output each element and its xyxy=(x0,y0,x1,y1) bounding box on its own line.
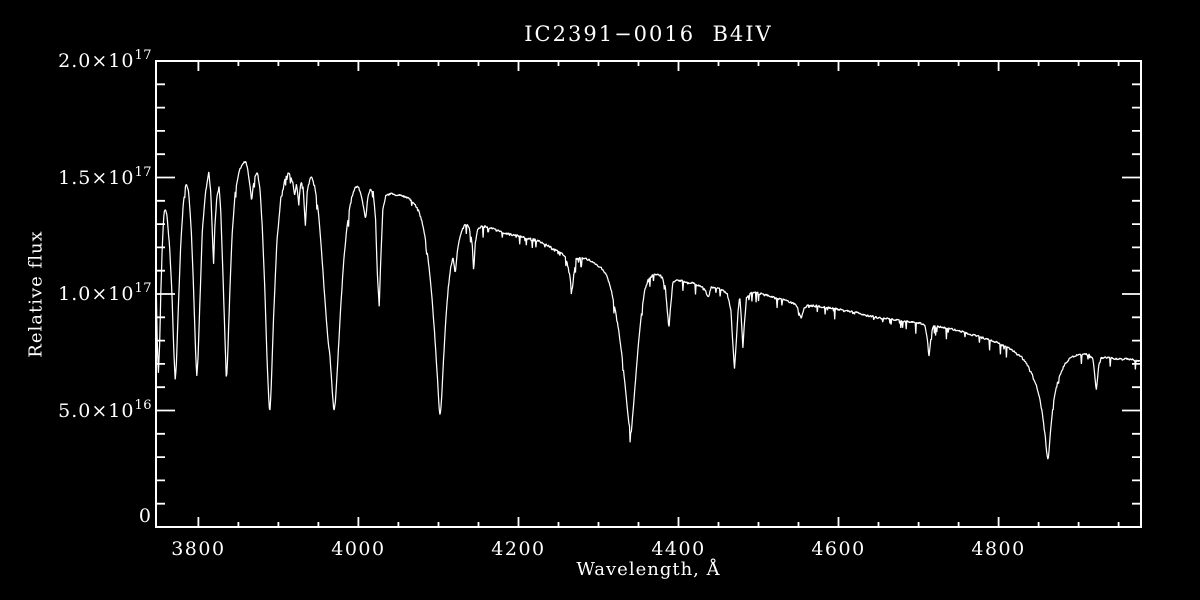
plot-title: IC2391−0016 B4IV xyxy=(524,22,773,46)
y-tick-label: 0 xyxy=(138,505,152,527)
spectrum-line xyxy=(155,161,1141,460)
plot-frame xyxy=(155,60,1142,528)
x-tick-label: 4000 xyxy=(331,538,386,560)
y-tick-label: 2.0×1017 xyxy=(58,48,152,72)
x-tick-label: 4800 xyxy=(971,538,1026,560)
x-axis-title: Wavelength, Å xyxy=(576,559,721,580)
x-tick-label: 3800 xyxy=(171,538,226,560)
y-tick-label: 1.0×1017 xyxy=(58,281,152,305)
y-tick-label: 5.0×1016 xyxy=(58,397,152,422)
x-tick-label: 4600 xyxy=(811,538,866,560)
y-tick-label: 1.5×1017 xyxy=(58,164,152,189)
x-tick-label: 4200 xyxy=(491,538,546,560)
x-tick-label: 4400 xyxy=(651,538,706,560)
axis-ticks xyxy=(156,60,1141,528)
